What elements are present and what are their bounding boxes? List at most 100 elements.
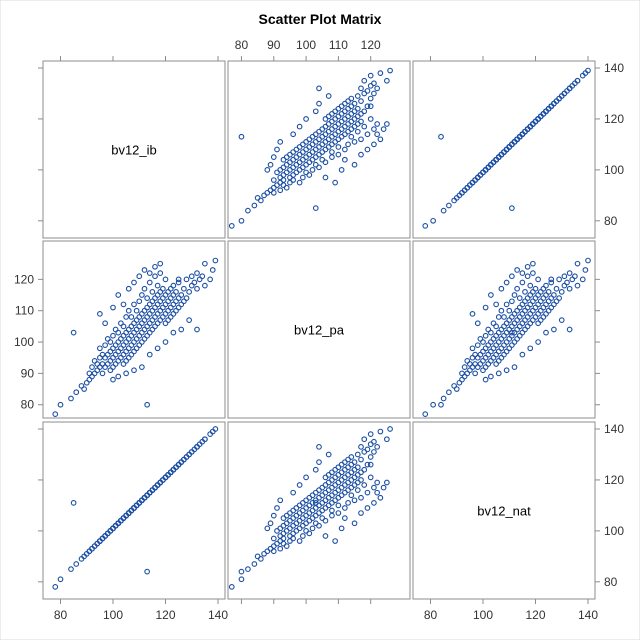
top-tick-label-bv12_pa: 120 xyxy=(361,38,381,52)
data-point xyxy=(131,367,137,374)
chart-title: Scatter Plot Matrix xyxy=(259,11,382,27)
data-point xyxy=(519,270,526,276)
cell-frame-bv12_nat-bv12_pa xyxy=(227,421,411,600)
data-point xyxy=(384,77,390,84)
data-point xyxy=(566,285,573,292)
data-point xyxy=(348,133,355,140)
data-point xyxy=(358,98,364,104)
data-point xyxy=(141,285,148,292)
right-tick-label-bv12_nat: 80 xyxy=(604,575,618,589)
data-point xyxy=(371,126,377,132)
variable-label-bv12_ib: bv12_ib xyxy=(111,143,157,158)
cell-frame-bv12_ib-bv12_ib xyxy=(42,60,226,239)
data-point xyxy=(358,151,364,158)
data-point xyxy=(358,443,364,450)
data-point xyxy=(128,314,135,320)
data-point xyxy=(358,510,364,516)
cell-frame-bv12_ib-bv12_pa xyxy=(227,60,411,239)
top-tick-label-bv12_pa: 110 xyxy=(329,38,348,52)
data-point xyxy=(110,332,116,339)
data-point xyxy=(296,482,303,488)
data-point xyxy=(516,295,523,302)
data-point xyxy=(149,289,156,295)
data-point xyxy=(493,323,499,330)
data-point xyxy=(351,520,358,527)
data-point xyxy=(488,161,494,168)
right-tick-label-bv12_ib: 100 xyxy=(604,163,624,177)
data-point xyxy=(367,72,374,79)
data-point xyxy=(81,386,87,392)
data-point xyxy=(319,515,326,521)
data-point xyxy=(110,304,116,311)
data-point xyxy=(556,276,562,283)
data-point xyxy=(503,279,510,286)
data-point xyxy=(380,126,387,132)
cell-frame-bv12_pa-bv12_ib xyxy=(42,240,226,419)
data-point xyxy=(146,270,153,276)
data-point xyxy=(312,205,319,211)
data-point xyxy=(482,376,489,383)
data-point xyxy=(364,146,371,153)
data-point xyxy=(474,320,481,327)
data-point xyxy=(503,367,510,374)
data-point xyxy=(181,285,187,292)
data-point xyxy=(170,466,177,473)
data-point xyxy=(157,270,164,276)
data-point xyxy=(102,342,108,349)
data-point xyxy=(110,525,116,532)
data-point xyxy=(251,561,258,567)
data-point xyxy=(564,279,570,286)
variable-label-bv12_pa: bv12_pa xyxy=(294,323,345,338)
top-tick-label-bv12_pa: 90 xyxy=(267,38,281,52)
data-point xyxy=(175,276,182,283)
data-point xyxy=(277,187,284,194)
data-point xyxy=(270,512,277,519)
data-point xyxy=(364,103,371,110)
data-point xyxy=(371,500,377,506)
data-point xyxy=(556,295,562,302)
data-point xyxy=(354,105,361,112)
data-point xyxy=(482,304,489,311)
data-point xyxy=(374,85,381,92)
data-point xyxy=(514,285,520,292)
data-point xyxy=(367,116,374,122)
data-point xyxy=(354,128,361,135)
data-point xyxy=(348,492,355,499)
data-point xyxy=(348,454,355,460)
data-point xyxy=(430,217,436,224)
data-point xyxy=(488,292,494,298)
cell-frame-bv12_pa-bv12_pa xyxy=(227,240,411,419)
data-point xyxy=(316,100,322,107)
data-point xyxy=(530,260,536,267)
data-point xyxy=(139,497,145,504)
data-point xyxy=(493,301,499,308)
data-point xyxy=(154,482,161,488)
data-point xyxy=(469,345,476,352)
data-point xyxy=(345,141,351,148)
data-point xyxy=(511,364,518,370)
data-point xyxy=(440,395,447,402)
data-point xyxy=(371,484,377,491)
data-point xyxy=(144,401,150,408)
data-point xyxy=(228,223,235,229)
data-point xyxy=(572,273,578,280)
data-point xyxy=(316,85,322,92)
data-point xyxy=(152,263,158,270)
data-point xyxy=(115,329,122,336)
data-point xyxy=(354,451,361,458)
data-point xyxy=(178,292,185,298)
data-point xyxy=(212,257,219,264)
data-point xyxy=(146,489,153,496)
data-point xyxy=(364,461,371,468)
data-point xyxy=(202,436,208,443)
data-point xyxy=(115,520,122,527)
data-point xyxy=(133,307,140,314)
data-point xyxy=(335,151,342,158)
data-point xyxy=(377,428,384,435)
data-point xyxy=(422,411,429,417)
data-point xyxy=(303,528,309,534)
data-point xyxy=(371,80,377,87)
data-point xyxy=(367,431,374,437)
data-point xyxy=(358,118,364,125)
